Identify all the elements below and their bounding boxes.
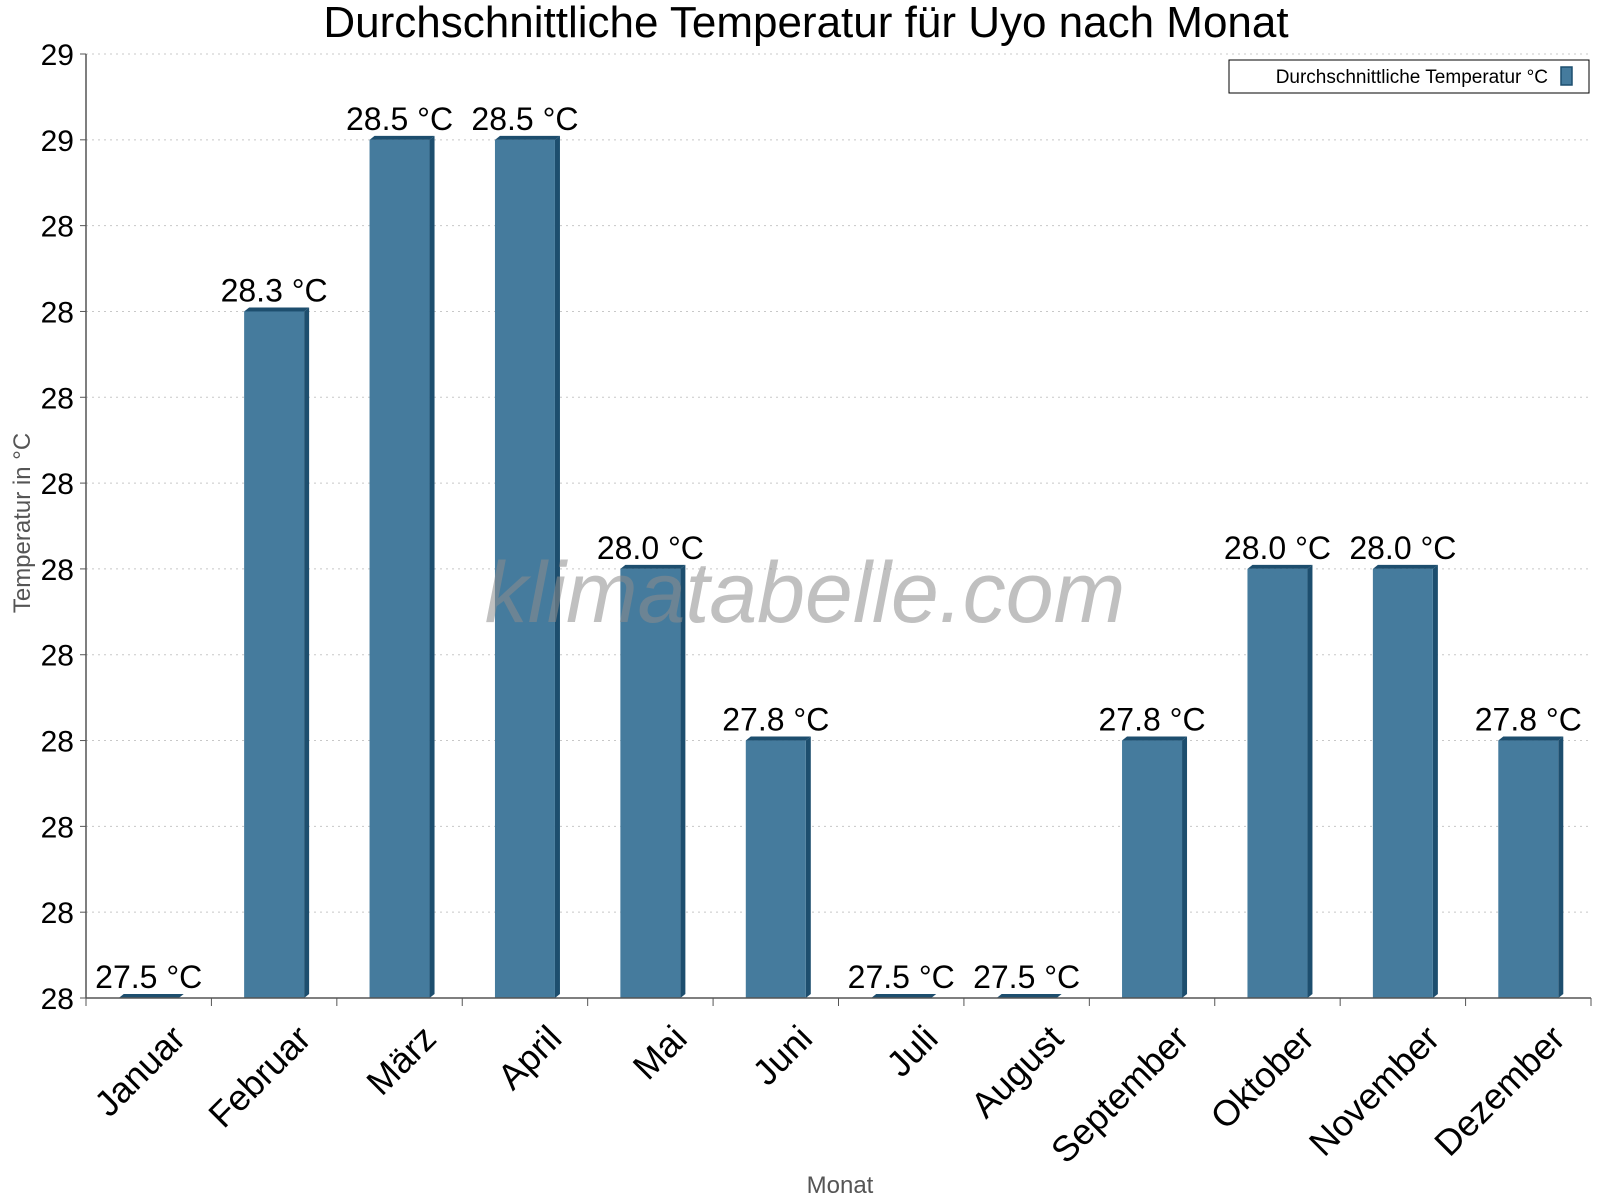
data-label: 27.8 °C <box>1475 702 1582 738</box>
bar-side <box>805 736 811 998</box>
bar-3 <box>369 135 435 998</box>
legend-label: Durchschnittliche Temperatur °C <box>1276 67 1548 88</box>
data-label: 27.5 °C <box>973 959 1080 995</box>
bar-front <box>620 568 681 998</box>
watermark: klimatabelle.com <box>485 545 1125 641</box>
bar-1 <box>118 994 184 998</box>
gridlines <box>86 53 1591 913</box>
x-tick-label: November <box>1301 1017 1447 1163</box>
x-tick-label: April <box>489 1017 569 1097</box>
bar-top <box>494 135 560 140</box>
y-tick-label: 28 <box>41 897 74 930</box>
x-tick-label: Dezember <box>1426 1017 1572 1163</box>
y-tick-label: 28 <box>41 554 74 587</box>
bar-top <box>1372 564 1438 569</box>
y-tick-label: 28 <box>41 640 74 673</box>
bar-11 <box>1372 564 1438 998</box>
bar-top <box>369 135 435 140</box>
bar-front <box>1122 740 1183 998</box>
data-label: 28.5 °C <box>346 101 453 137</box>
x-tick-labels: Januar Februar März April Mai Juni Juli AugustS… <box>86 1017 1572 1171</box>
x-tick-label: März <box>358 1017 444 1103</box>
bar-side <box>554 135 560 998</box>
legend-box <box>1228 59 1590 94</box>
bar-front <box>1372 568 1433 998</box>
y-tick-label: 29 <box>41 39 74 72</box>
x-tick-label: Oktober <box>1202 1017 1322 1137</box>
bar-9 <box>1122 736 1188 998</box>
bar-top <box>745 736 811 741</box>
y-tick-labels: 28 28 28 28 28 28 28 28 28 28 29 29 <box>41 39 86 1016</box>
bar-side <box>304 307 310 998</box>
bar-7 <box>871 994 937 998</box>
legend: Durchschnittliche Temperatur °C <box>1228 59 1590 94</box>
bar-top <box>871 994 937 998</box>
bar-6 <box>745 736 811 998</box>
axes <box>85 54 1592 1006</box>
bar-top <box>996 994 1062 998</box>
legend-swatch <box>1560 66 1573 86</box>
bar-top <box>1498 736 1564 741</box>
bar-side <box>429 135 435 998</box>
bar-side <box>680 564 686 998</box>
y-tick-label: 28 <box>41 983 74 1016</box>
bar-front <box>1498 740 1559 998</box>
bars <box>118 135 1564 998</box>
bar-10 <box>1247 564 1313 998</box>
x-tick-label: Januar <box>86 1017 193 1124</box>
chart-title: Durchschnittliche Temperatur für Uyo nac… <box>323 0 1288 47</box>
data-label: 27.8 °C <box>1099 702 1206 738</box>
data-label: 28.5 °C <box>471 101 578 137</box>
bar-top <box>118 994 184 998</box>
data-labels: 27.5 °C 28.3 °C 28.5 °C 28.5 °C 28.0 °C 27.8 … <box>95 101 1582 995</box>
bar-side <box>1558 736 1564 998</box>
y-tick-label: 28 <box>41 382 74 415</box>
y-tick-label: 28 <box>41 211 74 244</box>
y-axis-title: Temperatur in °C <box>9 433 36 613</box>
data-label: 27.5 °C <box>848 959 955 995</box>
x-tick-label: Juli <box>878 1017 945 1084</box>
data-label: 28.3 °C <box>221 272 328 308</box>
data-label: 28.0 °C <box>1224 530 1331 566</box>
bar-side <box>1307 564 1313 998</box>
bar-side <box>1432 564 1438 998</box>
bar-front <box>244 311 305 998</box>
bar-side <box>1182 736 1188 998</box>
y-tick-label: 28 <box>41 468 74 501</box>
bar-front <box>745 740 806 998</box>
x-tick-label: September <box>1043 1017 1197 1171</box>
bar-top <box>244 307 310 312</box>
bar-top <box>620 564 686 569</box>
bar-5 <box>620 564 686 998</box>
x-tick-label: August <box>963 1017 1071 1125</box>
bar-8 <box>996 994 1062 998</box>
bar-top <box>1122 736 1188 741</box>
data-label: 27.8 °C <box>722 702 829 738</box>
bar-12 <box>1498 736 1564 998</box>
data-label: 28.0 °C <box>597 530 704 566</box>
bar-front <box>1247 568 1308 998</box>
x-tick-label: Februar <box>200 1017 318 1135</box>
bar-front <box>369 139 430 998</box>
x-tick-label: Mai <box>625 1017 695 1087</box>
y-tick-label: 29 <box>41 125 74 158</box>
data-label: 27.5 °C <box>95 959 202 995</box>
data-label: 28.0 °C <box>1349 530 1456 566</box>
x-tick-label: Juni <box>744 1017 820 1093</box>
x-axis-title: Monat <box>807 1172 874 1199</box>
y-tick-label: 28 <box>41 296 74 329</box>
bar-front <box>494 139 555 998</box>
bar-2 <box>244 307 310 998</box>
y-tick-label: 28 <box>41 726 74 759</box>
bar-4 <box>494 135 560 998</box>
bar-top <box>1247 564 1313 569</box>
y-tick-label: 28 <box>41 811 74 844</box>
